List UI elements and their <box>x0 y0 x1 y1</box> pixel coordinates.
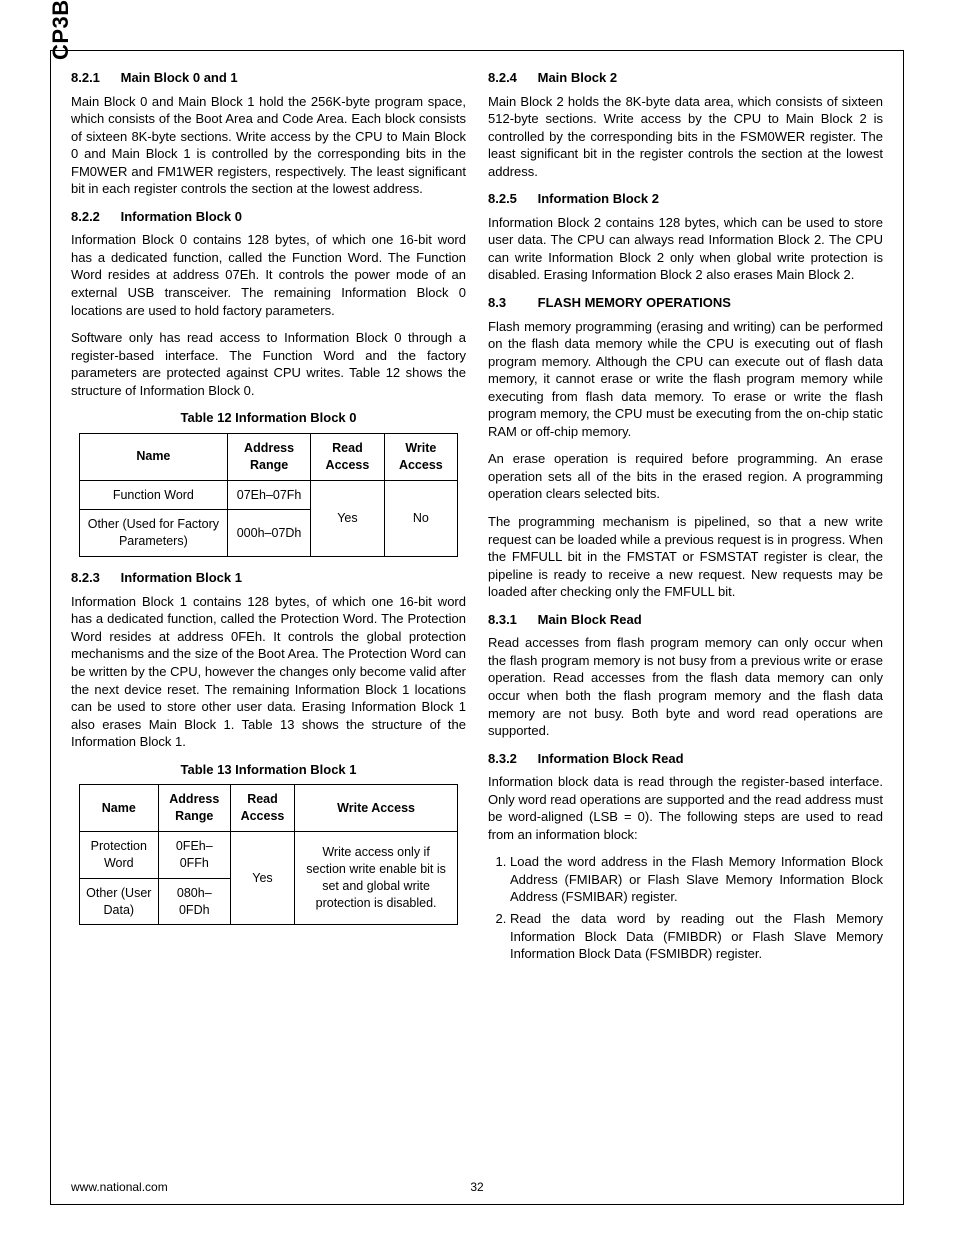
heading-title: Information Block 2 <box>538 191 659 206</box>
th-read-access: Read Access <box>311 433 384 480</box>
left-column: 8.2.1 Main Block 0 and 1 Main Block 0 an… <box>71 69 466 1168</box>
list-item: Read the data word by reading out the Fl… <box>510 910 883 963</box>
th-write-access: Write Access <box>384 433 458 480</box>
heading-8-2-3: 8.2.3 Information Block 1 <box>71 569 466 587</box>
heading-title: Main Block 0 and 1 <box>121 70 238 85</box>
paragraph: Flash memory programming (erasing and wr… <box>488 318 883 441</box>
heading-title: Main Block Read <box>538 612 642 627</box>
cell-write: Write access only if section write enabl… <box>295 831 458 925</box>
heading-8-3-1: 8.3.1 Main Block Read <box>488 611 883 629</box>
paragraph: An erase operation is required before pr… <box>488 450 883 503</box>
table-12: Name Address Range Read Access Write Acc… <box>79 433 458 557</box>
heading-title: Main Block 2 <box>538 70 617 85</box>
steps-list: Load the word address in the Flash Memor… <box>488 853 883 962</box>
paragraph: The programming mechanism is pipelined, … <box>488 513 883 601</box>
paragraph: Software only has read access to Informa… <box>71 329 466 399</box>
paragraph: Information Block 2 contains 128 bytes, … <box>488 214 883 284</box>
two-column-layout: 8.2.1 Main Block 0 and 1 Main Block 0 an… <box>71 69 883 1168</box>
list-item: Load the word address in the Flash Memor… <box>510 853 883 906</box>
th-read-access: Read Access <box>230 785 294 832</box>
table-row: Function Word 07Eh–07Fh Yes No <box>79 480 457 510</box>
table-header-row: Name Address Range Read Access Write Acc… <box>79 433 457 480</box>
cell-read: Yes <box>311 480 384 557</box>
heading-title: Information Block 1 <box>121 570 242 585</box>
cell-read: Yes <box>230 831 294 925</box>
table-header-row: Name Address Range Read Access Write Acc… <box>79 785 457 832</box>
heading-number: 8.3.2 <box>488 750 534 768</box>
th-name: Name <box>79 785 158 832</box>
heading-number: 8.2.3 <box>71 569 117 587</box>
heading-8-2-5: 8.2.5 Information Block 2 <box>488 190 883 208</box>
th-address-range: Address Range <box>227 433 310 480</box>
heading-8-2-1: 8.2.1 Main Block 0 and 1 <box>71 69 466 87</box>
cell-name: Function Word <box>79 480 227 510</box>
paragraph: Information block data is read through t… <box>488 773 883 843</box>
th-address-range: Address Range <box>158 785 230 832</box>
heading-8-2-2: 8.2.2 Information Block 0 <box>71 208 466 226</box>
heading-number: 8.2.1 <box>71 69 117 87</box>
paragraph: Main Block 2 holds the 8K-byte data area… <box>488 93 883 181</box>
page: CP3BT26 8.2.1 Main Block 0 and 1 Main Bl… <box>0 0 954 1235</box>
cell-range: 07Eh–07Fh <box>227 480 310 510</box>
heading-8-3: 8.3 FLASH MEMORY OPERATIONS <box>488 294 883 312</box>
th-write-access: Write Access <box>295 785 458 832</box>
table-row: Protection Word 0FEh–0FFh Yes Write acce… <box>79 831 457 878</box>
cell-range: 000h–07Dh <box>227 510 310 557</box>
paragraph: Information Block 1 contains 128 bytes, … <box>71 593 466 751</box>
table-12-caption: Table 12 Information Block 0 <box>71 409 466 427</box>
cell-name: Other (Used for Factory Parameters) <box>79 510 227 557</box>
heading-title: Information Block 0 <box>121 209 242 224</box>
paragraph: Main Block 0 and Main Block 1 hold the 2… <box>71 93 466 198</box>
page-footer: www.national.com 32 <box>71 1180 883 1194</box>
cell-write: No <box>384 480 458 557</box>
heading-number: 8.3 <box>488 294 534 312</box>
paragraph: Information Block 0 contains 128 bytes, … <box>71 231 466 319</box>
heading-8-3-2: 8.3.2 Information Block Read <box>488 750 883 768</box>
right-column: 8.2.4 Main Block 2 Main Block 2 holds th… <box>488 69 883 1168</box>
heading-number: 8.2.4 <box>488 69 534 87</box>
content-frame: 8.2.1 Main Block 0 and 1 Main Block 0 an… <box>50 50 904 1205</box>
cell-range: 0FEh–0FFh <box>158 831 230 878</box>
heading-title: FLASH MEMORY OPERATIONS <box>538 295 731 310</box>
heading-number: 8.2.5 <box>488 190 534 208</box>
heading-number: 8.2.2 <box>71 208 117 226</box>
cell-name: Protection Word <box>79 831 158 878</box>
table-13-caption: Table 13 Information Block 1 <box>71 761 466 779</box>
cell-name: Other (User Data) <box>79 878 158 925</box>
heading-number: 8.3.1 <box>488 611 534 629</box>
paragraph: Read accesses from flash program memory … <box>488 634 883 739</box>
table-13: Name Address Range Read Access Write Acc… <box>79 784 458 925</box>
heading-8-2-4: 8.2.4 Main Block 2 <box>488 69 883 87</box>
cell-range: 080h–0FDh <box>158 878 230 925</box>
th-name: Name <box>79 433 227 480</box>
page-number: 32 <box>71 1180 883 1194</box>
heading-title: Information Block Read <box>538 751 684 766</box>
